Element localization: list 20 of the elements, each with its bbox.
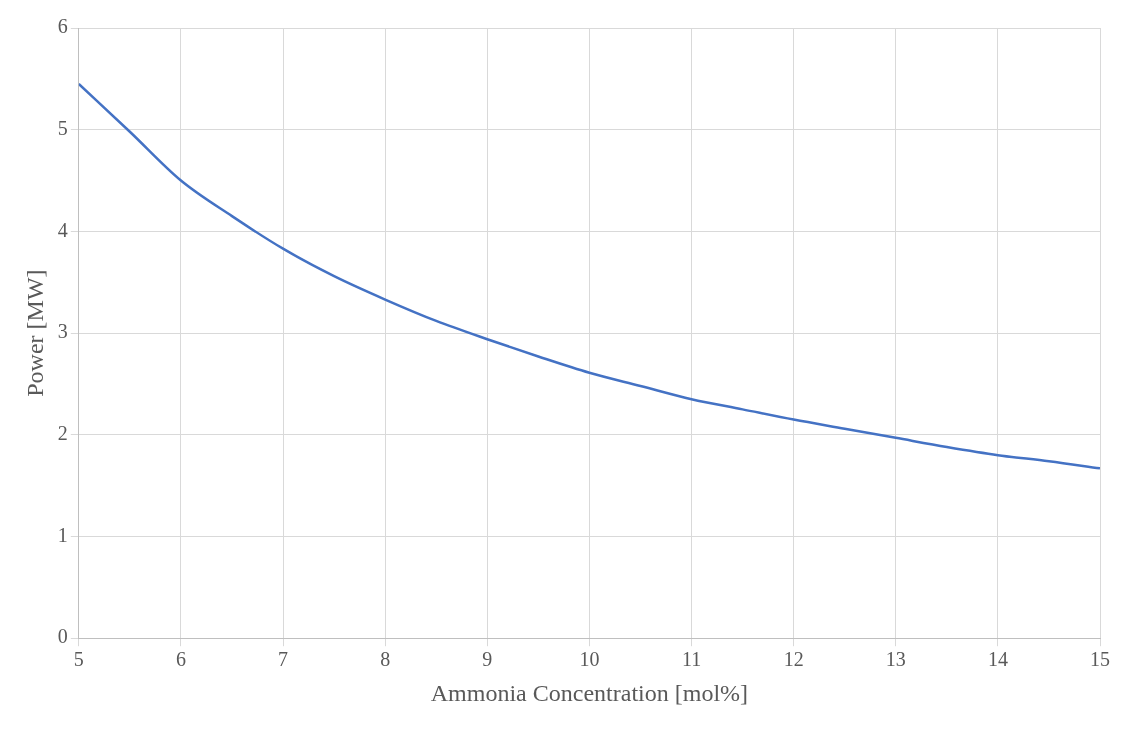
y-axis-title: Power [MW] <box>21 269 48 397</box>
y-tick-label: 0 <box>57 625 68 648</box>
y-tick-label: 2 <box>57 422 68 445</box>
x-tick-label: 10 <box>579 648 600 671</box>
x-tick-label: 6 <box>175 648 186 671</box>
x-axis-title: Ammonia Concentration [mol%] <box>430 679 749 706</box>
x-tick-label: 12 <box>783 648 804 671</box>
x-tick-label: 7 <box>278 648 289 671</box>
x-tick-label: 15 <box>1090 648 1110 671</box>
x-tick-label: 14 <box>987 648 1008 671</box>
y-tick-label: 3 <box>57 320 68 343</box>
x-tick-label: 11 <box>681 648 702 671</box>
x-tick-label: 9 <box>482 648 493 671</box>
y-tick-label: 6 <box>57 15 68 38</box>
x-tick-label: 8 <box>380 648 391 671</box>
y-tick-label: 5 <box>57 116 68 139</box>
y-tick-label: 4 <box>57 218 68 241</box>
x-tick-label: 13 <box>885 648 906 671</box>
x-tick-label: 5 <box>73 648 84 671</box>
y-tick-label: 1 <box>57 523 68 546</box>
